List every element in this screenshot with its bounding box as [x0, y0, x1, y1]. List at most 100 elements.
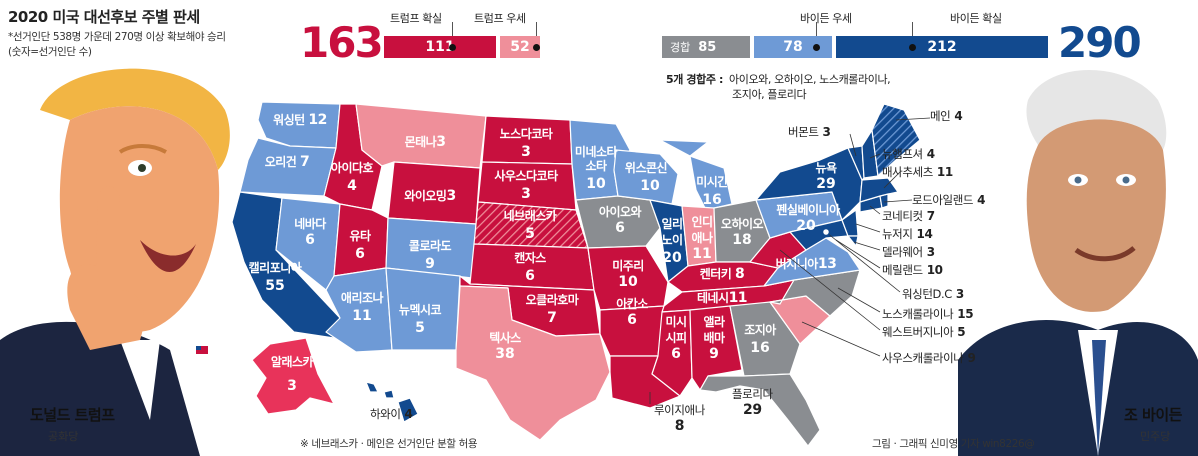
label-wy: 와이오밍 [404, 188, 446, 203]
svg-text:켄터키 8: 켄터키 8 [700, 266, 745, 282]
trump-portrait [0, 68, 230, 456]
label-tn: 테네시 [697, 290, 729, 305]
label-ny: 뉴욕 [815, 160, 837, 175]
callout-me: 메인 4 [930, 109, 963, 123]
callout-sc: 사우스캐롤라이나 9 [882, 351, 976, 365]
votes-wi: 10 [640, 178, 660, 194]
callout-de: 델라웨어 3 [882, 245, 935, 259]
svg-text:버지니아13: 버지니아13 [776, 256, 837, 272]
swing-label: 5개 경합주 : [666, 73, 723, 86]
biden-solid-bar: 212 [836, 36, 1048, 58]
svg-text:시피: 시피 [665, 330, 686, 345]
label-ar: 아칸소 [616, 296, 648, 311]
votes-pa: 20 [796, 218, 816, 234]
label-ia: 아이오와 [599, 204, 642, 219]
votes-ar: 6 [627, 312, 637, 328]
label-mt: 몬태나 [405, 134, 437, 149]
callout-vt: 버몬트 3 [788, 125, 831, 139]
trump-solid-label: 트럼프 확실 [390, 12, 442, 25]
trump-name: 도널드 트럼프 [30, 406, 115, 424]
callout-wv: 웨스트버지니아 5 [882, 325, 966, 339]
biden-party: 민주당 [1140, 430, 1171, 443]
votes-ok: 7 [547, 310, 557, 326]
votes-al: 9 [709, 346, 719, 362]
votes-az: 11 [352, 308, 371, 324]
state-wi[interactable] [613, 149, 679, 205]
trump-solid-bar: 111 [384, 36, 496, 58]
swing-line2: 조지아, 플로리다 [732, 88, 807, 101]
votes-legend-note: (숫자=선거인단 수) [8, 46, 92, 58]
votes-ny: 29 [816, 176, 835, 192]
votes-ak: 3 [287, 378, 297, 394]
votes-ms: 6 [671, 346, 681, 362]
svg-text:몬태나3: 몬태나3 [405, 134, 446, 150]
label-ks: 캔자스 [514, 250, 546, 265]
trump-party: 공화당 [48, 430, 79, 443]
votes-oh: 18 [732, 232, 751, 248]
label-pa: 펜실베이니아 [776, 202, 840, 217]
label-ak: 알래스카 [271, 354, 314, 369]
state-tx[interactable] [455, 285, 611, 441]
votes-id: 4 [347, 178, 357, 194]
swing-states-note: 5개 경합주 : 아이오와, 오하이오, 노스캐롤라이나, 조지아, 플로리다 [666, 72, 891, 102]
dc-marker [821, 227, 831, 237]
state-de[interactable] [847, 235, 859, 247]
label-nm: 뉴멕시코 [399, 302, 442, 317]
votes-ga: 16 [750, 340, 769, 356]
label-or: 오리건 [265, 154, 297, 169]
label-ky: 켄터키 [700, 266, 732, 281]
label-nd: 노스다코타 [500, 126, 553, 141]
label-mo: 미주리 [612, 258, 644, 273]
svg-text:워싱턴 12: 워싱턴 12 [273, 112, 327, 128]
callout-nc: 노스캐롤라이나 15 [882, 307, 974, 321]
label-wi: 위스콘신 [625, 160, 668, 175]
svg-text:와이오밍3: 와이오밍3 [404, 188, 455, 204]
biden-lean-label: 바이든 우세 [800, 12, 852, 25]
biden-portrait [958, 70, 1198, 456]
votes-nm: 5 [415, 320, 425, 336]
trump-total: 163 [300, 18, 384, 67]
votes-ut: 6 [355, 246, 365, 262]
callout-nj: 뉴저지 14 [882, 227, 933, 241]
trump-lean-label: 트럼프 우세 [474, 12, 526, 25]
label-ut: 유타 [349, 228, 371, 243]
swing-line1: 아이오와, 오하이오, 노스캐롤라이나, [729, 73, 891, 86]
votes-mo: 10 [618, 274, 638, 290]
label-id: 아이다호 [331, 160, 374, 175]
callout-ma: 매사추세츠 11 [882, 165, 953, 179]
votes-ia: 6 [615, 220, 625, 236]
tossup-label: 경합 [670, 41, 691, 54]
trump-lean-bar: 52 [500, 36, 540, 58]
credit: 그림 · 그래픽 신미영 기자 win8226@ [872, 438, 1035, 450]
label-ne: 네브래스카 [504, 208, 557, 223]
state-ak[interactable] [251, 337, 335, 415]
votes-tx: 38 [495, 346, 514, 362]
callout-md: 메릴랜드 10 [882, 263, 943, 277]
state-fl[interactable] [699, 373, 821, 447]
state-me[interactable] [871, 103, 921, 177]
votes-in: 11 [692, 246, 711, 262]
tossup-value: 85 [698, 39, 717, 55]
votes-sd: 3 [521, 186, 531, 202]
state-md[interactable] [789, 219, 849, 251]
callout-la: 루이지애나 8 [654, 403, 705, 434]
threshold-note: *선거인단 538명 가운데 270명 이상 확보해야 승리 (숫자=선거인단 … [8, 30, 226, 60]
label-ga: 조지아 [744, 322, 776, 337]
votes-il: 20 [662, 250, 682, 266]
label-nv: 네바다 [294, 216, 326, 231]
votes-ne: 5 [525, 226, 535, 242]
votes-nv: 6 [305, 232, 315, 248]
state-hi[interactable] [365, 381, 419, 423]
callout-ri: 로드아일랜드 4 [912, 193, 986, 207]
label-ok: 오클라호마 [526, 292, 579, 307]
votes-ca: 55 [265, 278, 284, 294]
label-co: 콜로라도 [409, 238, 452, 253]
label-mi: 미시간 [696, 174, 728, 189]
callout-dc: 워싱턴D.C 3 [902, 287, 964, 301]
label-ca: 캘리포니아 [249, 260, 302, 275]
tossup-bar: 경합 85 [662, 36, 750, 58]
label-mn: 미네소타 [575, 144, 618, 159]
label-az: 애리조나 [341, 290, 384, 305]
svg-text:미시: 미시 [665, 314, 686, 329]
